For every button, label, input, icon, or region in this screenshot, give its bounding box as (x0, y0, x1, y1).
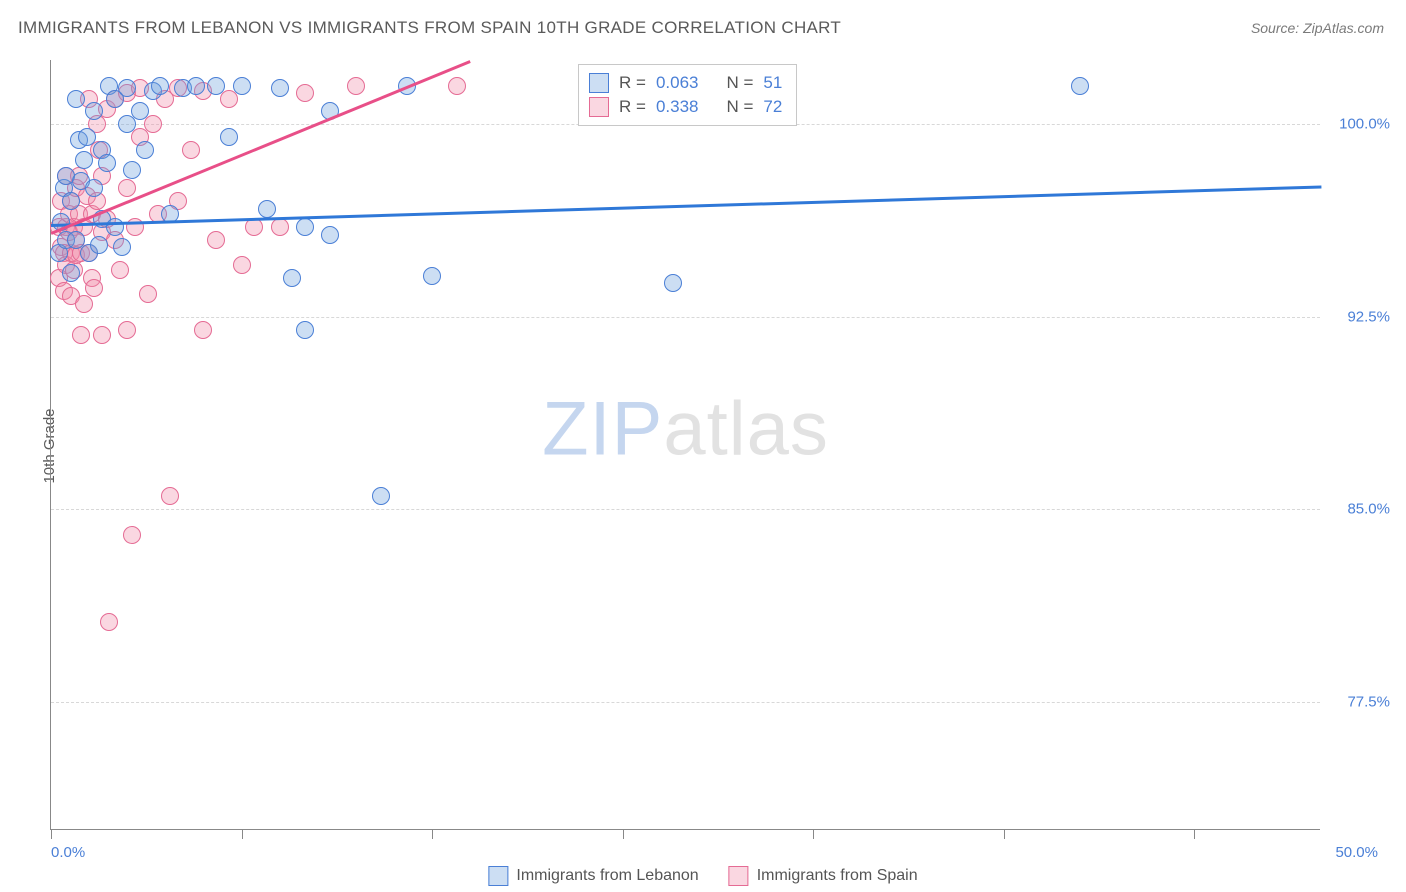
series2-point (144, 115, 162, 133)
series1-point (123, 161, 141, 179)
series1-point (372, 487, 390, 505)
r-value-2: 0.338 (656, 97, 699, 117)
stats-legend-box: R = 0.063 N = 51 R = 0.338 N = 72 (578, 64, 797, 126)
series2-point (139, 285, 157, 303)
series1-point (207, 77, 225, 95)
r-label-1: R = (619, 73, 646, 93)
stats-row-series1: R = 0.063 N = 51 (589, 71, 782, 95)
series2-point (118, 179, 136, 197)
series1-point (75, 151, 93, 169)
watermark-part2: atlas (663, 387, 829, 472)
series1-point (106, 218, 124, 236)
y-tick-label: 100.0% (1330, 116, 1390, 133)
x-tick (1004, 829, 1005, 839)
gridline (51, 702, 1320, 703)
n-label-1: N = (726, 73, 753, 93)
series1-point (296, 218, 314, 236)
series2-point (85, 279, 103, 297)
legend-item-series2: Immigrants from Spain (729, 866, 918, 886)
series1-point (62, 264, 80, 282)
legend-item-series1: Immigrants from Lebanon (488, 866, 698, 886)
series2-point (93, 326, 111, 344)
series2-point (182, 141, 200, 159)
series1-point (67, 90, 85, 108)
watermark-part1: ZIP (542, 387, 663, 472)
series1-point (90, 236, 108, 254)
gridline (51, 509, 1320, 510)
series1-point (1071, 77, 1089, 95)
series1-point (271, 79, 289, 97)
series2-point (448, 77, 466, 95)
x-tick (242, 829, 243, 839)
n-label-2: N = (726, 97, 753, 117)
series1-point (233, 77, 251, 95)
series2-point (233, 256, 251, 274)
series2-point (75, 295, 93, 313)
series1-point (118, 79, 136, 97)
series1-point (136, 141, 154, 159)
series1-point (664, 274, 682, 292)
r-label-2: R = (619, 97, 646, 117)
swatch-series2-icon (589, 97, 609, 117)
source-attribution: Source: ZipAtlas.com (1251, 20, 1384, 36)
x-tick (51, 829, 52, 839)
x-tick (1194, 829, 1195, 839)
series2-point (207, 231, 225, 249)
legend-label-series1: Immigrants from Lebanon (516, 867, 698, 885)
chart-title: IMMIGRANTS FROM LEBANON VS IMMIGRANTS FR… (18, 18, 841, 38)
x-tick (813, 829, 814, 839)
x-axis-max-label: 50.0% (1335, 844, 1378, 861)
r-value-1: 0.063 (656, 73, 699, 93)
series2-point (111, 261, 129, 279)
stats-row-series2: R = 0.338 N = 72 (589, 95, 782, 119)
series2-point (296, 84, 314, 102)
series1-point (85, 179, 103, 197)
series1-point (220, 128, 238, 146)
bottom-legend: Immigrants from Lebanon Immigrants from … (488, 866, 917, 886)
series1-point (85, 102, 103, 120)
legend-swatch-series2-icon (729, 866, 749, 886)
swatch-series1-icon (589, 73, 609, 93)
series1-point (321, 226, 339, 244)
legend-swatch-series1-icon (488, 866, 508, 886)
series2-point (347, 77, 365, 95)
series1-point (98, 154, 116, 172)
series2-point (118, 321, 136, 339)
series1-point (258, 200, 276, 218)
trendline-series1 (51, 186, 1321, 227)
series1-point (283, 269, 301, 287)
n-value-1: 51 (763, 73, 782, 93)
series1-point (187, 77, 205, 95)
series1-point (113, 238, 131, 256)
series1-point (296, 321, 314, 339)
n-value-2: 72 (763, 97, 782, 117)
series2-point (194, 321, 212, 339)
x-tick (623, 829, 624, 839)
series1-point (131, 102, 149, 120)
series1-point (423, 267, 441, 285)
y-tick-label: 92.5% (1330, 308, 1390, 325)
series1-point (78, 128, 96, 146)
series2-point (123, 526, 141, 544)
series1-point (62, 192, 80, 210)
y-tick-label: 85.0% (1330, 501, 1390, 518)
series1-point (151, 77, 169, 95)
x-tick (432, 829, 433, 839)
series2-point (100, 613, 118, 631)
series2-point (161, 487, 179, 505)
series2-point (72, 326, 90, 344)
series2-point (271, 218, 289, 236)
legend-label-series2: Immigrants from Spain (757, 867, 918, 885)
y-tick-label: 77.5% (1330, 693, 1390, 710)
watermark: ZIPatlas (542, 386, 829, 473)
x-axis-min-label: 0.0% (51, 844, 85, 861)
gridline (51, 317, 1320, 318)
plot-area: ZIPatlas 77.5%85.0%92.5%100.0% 0.0% 50.0… (50, 60, 1320, 830)
